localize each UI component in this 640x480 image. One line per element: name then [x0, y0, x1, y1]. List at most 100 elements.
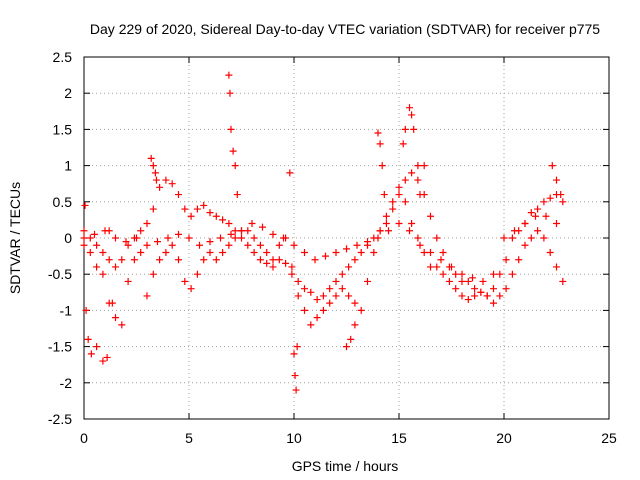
data-point [231, 227, 239, 235]
data-point [496, 292, 504, 300]
data-point [259, 223, 266, 231]
data-point [364, 241, 371, 249]
data-point [291, 372, 299, 380]
data-point [130, 256, 138, 264]
data-point [389, 205, 397, 213]
data-point [225, 220, 233, 228]
data-point [351, 299, 359, 307]
data-point [332, 248, 340, 256]
axis-ticks [83, 56, 610, 420]
y-tick-label: -1.5 [48, 339, 72, 355]
data-point [93, 343, 101, 351]
data-point [227, 230, 235, 238]
data-point [282, 234, 290, 242]
data-point [248, 220, 256, 228]
data-point [559, 198, 567, 206]
y-tick-label: 2 [64, 85, 72, 101]
data-point [82, 306, 90, 314]
data-point [401, 125, 409, 133]
data-point [290, 241, 298, 249]
data-point [269, 256, 277, 264]
data-point [515, 227, 523, 235]
chart-title: Day 229 of 2020, Sidereal Day-to-day VTE… [90, 21, 600, 37]
data-point [187, 285, 195, 293]
data-point [490, 299, 497, 307]
data-point [229, 147, 237, 155]
data-point [112, 234, 119, 242]
data-point [219, 216, 227, 224]
data-point [458, 277, 466, 285]
y-tick-label: 0.5 [53, 194, 73, 210]
data-point [307, 288, 315, 296]
data-point [406, 104, 413, 112]
data-point [527, 209, 535, 217]
data-point [156, 183, 164, 191]
data-point [534, 205, 542, 213]
data-point [351, 321, 359, 329]
data-point [464, 296, 472, 304]
data-point [175, 230, 182, 238]
data-point [546, 248, 554, 256]
data-point [231, 234, 239, 242]
data-point [345, 263, 353, 271]
data-point [193, 205, 201, 213]
data-point [244, 241, 252, 249]
data-point [244, 227, 252, 235]
data-point [338, 285, 346, 293]
data-point [130, 234, 138, 242]
series-spikes [81, 71, 565, 394]
y-axis-title: SDTVAR / TECUs [7, 182, 23, 294]
data-point [124, 241, 132, 249]
data-point [414, 234, 422, 242]
data-point [553, 176, 560, 184]
y-tick-label: -2 [60, 375, 73, 391]
data-point [439, 248, 447, 256]
data-point [269, 230, 277, 238]
x-tick-label: 15 [391, 430, 407, 446]
y-tick-label: 2.5 [53, 49, 73, 65]
data-point [275, 256, 283, 264]
data-point [496, 270, 504, 278]
y-tick-label: 1 [64, 158, 72, 174]
data-point [263, 259, 271, 267]
data-point [288, 263, 296, 271]
data-point [416, 191, 424, 199]
y-tick-label: -1 [60, 302, 73, 318]
data-point [149, 205, 157, 213]
data-point [553, 220, 560, 228]
data-point [508, 270, 516, 278]
data-point [269, 263, 277, 271]
data-point [212, 212, 220, 220]
data-point [416, 241, 424, 249]
data-point [477, 288, 485, 296]
data-point [357, 306, 365, 314]
data-point [185, 234, 193, 242]
data-point [322, 252, 329, 260]
data-point [319, 306, 327, 314]
data-point [149, 270, 157, 278]
data-point [548, 162, 556, 170]
data-point [256, 241, 264, 249]
data-point [225, 71, 233, 79]
data-point [437, 256, 445, 264]
data-point [420, 248, 428, 256]
data-point [376, 227, 384, 235]
data-point [206, 238, 214, 246]
data-point [374, 129, 382, 137]
data-point [502, 285, 510, 293]
data-point [93, 263, 101, 271]
data-point [217, 234, 224, 242]
data-point [410, 125, 418, 133]
data-point [427, 212, 434, 220]
data-point [86, 248, 94, 256]
data-point [206, 248, 214, 256]
data-point [290, 350, 298, 358]
data-point [149, 162, 157, 170]
data-point [225, 241, 233, 249]
data-point [483, 292, 491, 300]
data-point [81, 201, 89, 209]
data-point [212, 256, 220, 264]
data-point [86, 234, 94, 242]
data-point [351, 256, 359, 264]
data-point [301, 306, 308, 314]
